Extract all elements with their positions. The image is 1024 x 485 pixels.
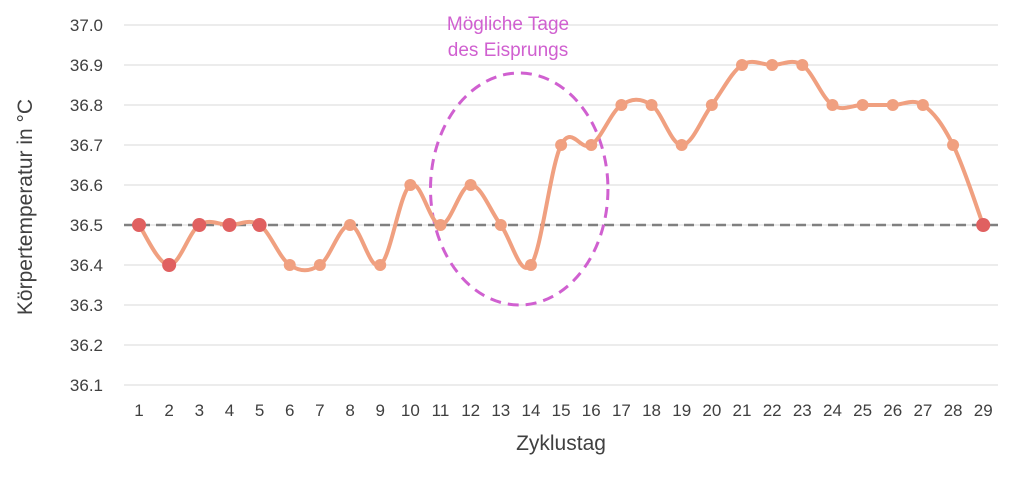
data-point	[404, 179, 417, 191]
temperature-series-line	[137, 59, 986, 273]
data-point-highlighted	[252, 218, 267, 232]
data-point-highlighted	[222, 218, 237, 232]
y-tick-label: 36.2	[70, 336, 103, 355]
data-point	[615, 99, 628, 111]
x-axis-title: Zyklustag	[516, 432, 606, 455]
data-point	[434, 219, 447, 231]
x-tick-label: 19	[672, 401, 691, 420]
y-tick-label: 36.8	[70, 96, 103, 115]
x-tick-label: 18	[642, 401, 661, 420]
data-point	[313, 259, 326, 271]
data-point	[675, 139, 688, 151]
x-tick-label: 9	[375, 401, 384, 420]
x-tick-label: 20	[702, 401, 721, 420]
data-point	[374, 259, 387, 271]
ovulation-ellipse	[428, 71, 610, 307]
data-point-highlighted	[192, 218, 207, 232]
data-point	[344, 219, 357, 231]
x-tick-label: 15	[552, 401, 571, 420]
gridlines	[124, 24, 998, 386]
data-point	[524, 259, 537, 271]
x-tick-label: 3	[195, 401, 204, 420]
x-tick-label: 22	[763, 401, 782, 420]
data-point	[736, 59, 748, 71]
x-tick-label: 1	[134, 401, 143, 420]
y-tick-label: 36.9	[70, 56, 103, 75]
data-point	[826, 99, 839, 111]
x-tick-label: 5	[255, 401, 264, 420]
data-point	[916, 99, 929, 111]
x-tick-label: 7	[315, 401, 324, 420]
x-tick-label: 2	[164, 401, 173, 420]
data-point	[494, 219, 507, 231]
x-tick-label: 21	[733, 401, 752, 420]
y-tick-label: 36.5	[70, 216, 103, 235]
x-tick-label: 4	[225, 401, 234, 420]
x-tick-label: 13	[491, 401, 510, 420]
y-tick-label: 36.4	[70, 256, 103, 275]
data-points	[132, 59, 991, 272]
data-point-highlighted	[132, 218, 146, 232]
y-tick-label: 36.7	[70, 136, 103, 155]
annotation-line-1: Mögliche Tage	[447, 14, 569, 35]
data-point-highlighted	[162, 258, 177, 272]
x-tick-label: 14	[521, 401, 540, 420]
x-tick-label: 29	[974, 401, 993, 420]
data-point	[585, 139, 598, 151]
data-point	[464, 179, 477, 191]
x-tick-label: 11	[432, 401, 450, 420]
y-tick-label: 36.3	[70, 296, 103, 315]
x-tick-label: 25	[853, 401, 872, 420]
y-tick-label: 37.0	[70, 16, 103, 35]
y-axis-title: Körpertemperatur in °C	[14, 99, 37, 315]
data-point	[886, 99, 899, 111]
x-tick-label: 23	[793, 401, 812, 420]
y-tick-label: 36.1	[70, 376, 103, 395]
annotation-line-2: des Eisprungs	[448, 40, 568, 61]
x-axis-ticks: 1 2 3 4 5 6 7 8 9 10 11 12 13 14 15 16 17 18 19 20 21 22 23 24 2…	[134, 401, 992, 420]
data-point	[555, 139, 568, 151]
x-tick-label: 12	[461, 401, 480, 420]
data-point	[645, 99, 658, 111]
data-point	[856, 99, 869, 111]
y-axis-ticks: 36.1 36.2 36.3 36.4 36.5 36.6 36.7 36.8 36.9 37.0	[70, 16, 103, 395]
x-tick-label: 10	[401, 401, 420, 420]
x-tick-label: 27	[913, 401, 932, 420]
data-point	[283, 259, 296, 271]
data-point	[947, 139, 960, 151]
x-tick-label: 28	[944, 401, 963, 420]
data-point-highlighted	[976, 218, 991, 232]
data-point	[766, 59, 779, 71]
x-tick-label: 24	[823, 401, 842, 420]
x-tick-label: 8	[345, 401, 354, 420]
y-tick-label: 36.6	[70, 176, 103, 195]
data-point	[705, 99, 718, 111]
x-tick-label: 26	[883, 401, 902, 420]
x-tick-label: 16	[582, 401, 601, 420]
data-point	[796, 59, 809, 71]
x-tick-label: 6	[285, 401, 294, 420]
x-tick-label: 17	[612, 401, 631, 420]
